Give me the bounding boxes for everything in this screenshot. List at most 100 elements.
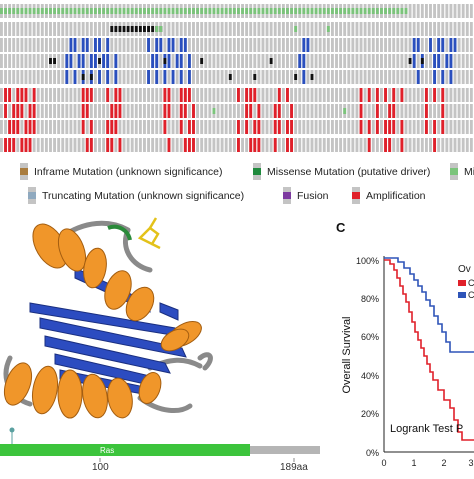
- oncoprint-cell: [388, 104, 392, 118]
- oncoprint-cell: [404, 70, 408, 84]
- oncoprint-cell: [404, 8, 408, 14]
- oncoprint-cell: [359, 120, 363, 134]
- oncoprint-cell: [20, 70, 24, 84]
- legend-item-amplification: Amplification: [352, 187, 426, 204]
- oncoprint-cell: [335, 8, 338, 14]
- oncoprint-cell: [400, 38, 404, 52]
- oncoprint-cell: [200, 88, 204, 102]
- oncoprint-cell: [445, 138, 449, 152]
- oncoprint-cell: [351, 120, 355, 134]
- oncoprint-cell: [339, 88, 343, 102]
- oncoprint-cell: [339, 38, 343, 52]
- oncoprint-cell: [49, 8, 52, 14]
- oncoprint-cell: [98, 8, 101, 14]
- oncoprint-cell: [441, 104, 445, 118]
- oncoprint-cell: [363, 88, 367, 102]
- oncoprint-cell: [40, 22, 44, 36]
- oncoprint-cell: [245, 88, 249, 102]
- oncoprint-cell: [253, 8, 257, 14]
- oncoprint-cell: [32, 138, 36, 152]
- oncoprint-cell: [53, 104, 57, 118]
- oncoprint-cell: [0, 38, 3, 52]
- oncoprint-cell: [85, 54, 89, 68]
- oncoprint-cell: [49, 38, 52, 52]
- oncoprint-cell: [196, 104, 200, 118]
- oncoprint-cell: [294, 120, 298, 134]
- oncoprint-cell: [237, 54, 240, 68]
- oncoprint-cell: [40, 138, 44, 152]
- oncoprint-cell: [77, 138, 81, 152]
- oncoprint-cell: [302, 120, 306, 134]
- oncoprint-cell: [200, 38, 204, 52]
- oncoprint-cell: [57, 120, 61, 134]
- oncoprint-cell: [12, 104, 16, 118]
- oncoprint-cell: [294, 74, 298, 80]
- oncoprint-cell: [143, 54, 146, 68]
- oncoprint-cell: [134, 54, 138, 68]
- oncoprint-cell: [77, 38, 81, 52]
- oncoprint-cell: [445, 54, 449, 68]
- oncoprint-cell: [212, 70, 216, 84]
- oncoprint-cell: [392, 22, 396, 36]
- oncoprint-cell: [122, 8, 126, 14]
- oncoprint-cell: [110, 26, 114, 32]
- legend-label-fusion: Fusion: [297, 189, 329, 202]
- oncoprint-cell: [220, 120, 224, 134]
- oncoprint-cell: [32, 38, 36, 52]
- legend-label-missense-driver: Missense Mutation (putative driver): [267, 165, 431, 178]
- oncoprint-cell: [134, 70, 138, 84]
- legend-item-fusion: Fusion: [283, 187, 329, 204]
- legend-swatch-inframe: [20, 163, 28, 180]
- oncoprint-cell: [335, 38, 338, 52]
- oncoprint-cell: [171, 120, 175, 134]
- oncoprint-cell: [429, 38, 432, 52]
- oncoprint-cell: [420, 120, 424, 134]
- oncoprint-cell: [28, 54, 32, 68]
- oncoprint-cell: [310, 138, 314, 152]
- x-tick-labels: 0 1 2 3: [381, 458, 473, 468]
- oncoprint-cell: [32, 22, 36, 36]
- oncoprint-cell: [44, 70, 48, 84]
- oncoprint-cell: [232, 22, 236, 36]
- oncoprint-cell: [98, 88, 101, 102]
- oncoprint-cell: [433, 38, 437, 52]
- oncoprint-cell: [314, 70, 318, 84]
- oncoprint-cell: [32, 120, 36, 134]
- oncoprint-cell: [126, 120, 130, 134]
- oncoprint-cell: [469, 4, 473, 18]
- oncoprint-cell: [359, 8, 363, 14]
- survival-curve-blue: [384, 257, 474, 353]
- oncoprint-cell: [249, 38, 253, 52]
- oncoprint-cell: [437, 104, 441, 118]
- oncoprint-cell: [261, 38, 265, 52]
- oncoprint-cell: [241, 138, 244, 152]
- oncoprint-cell: [237, 120, 240, 134]
- oncoprint-cell: [224, 70, 228, 84]
- oncoprint-cell: [20, 138, 24, 152]
- oncoprint-cell: [40, 54, 44, 68]
- oncoprint-cell: [241, 88, 244, 102]
- oncoprint-cell: [388, 8, 392, 14]
- oncoprint-cell: [192, 38, 195, 52]
- oncoprint-cell: [416, 70, 420, 84]
- oncoprint-cell: [335, 120, 338, 134]
- y-tick-40: 40%: [361, 371, 379, 381]
- oncoprint-cell: [314, 120, 318, 134]
- oncoprint-cell: [351, 22, 355, 36]
- oncoprint-cell: [457, 138, 461, 152]
- oncoprint-cell: [81, 22, 85, 36]
- oncoprint-cell: [179, 54, 183, 68]
- oncoprint-cell: [355, 8, 359, 14]
- oncoprint-cell: [449, 88, 453, 102]
- oncoprint-cell: [147, 120, 150, 134]
- oncoprint-cell: [179, 70, 183, 84]
- oncoprint-cell: [429, 22, 432, 36]
- oncoprint-cell: [28, 138, 32, 152]
- oncoprint-cell: [216, 104, 220, 118]
- oncoprint-cell: [416, 138, 420, 152]
- oncoprint-cell: [237, 138, 240, 152]
- oncoprint-cell: [367, 70, 371, 84]
- oncoprint-cell: [196, 22, 200, 36]
- oncoprint-cell: [380, 70, 383, 84]
- oncoprint-cell: [53, 138, 57, 152]
